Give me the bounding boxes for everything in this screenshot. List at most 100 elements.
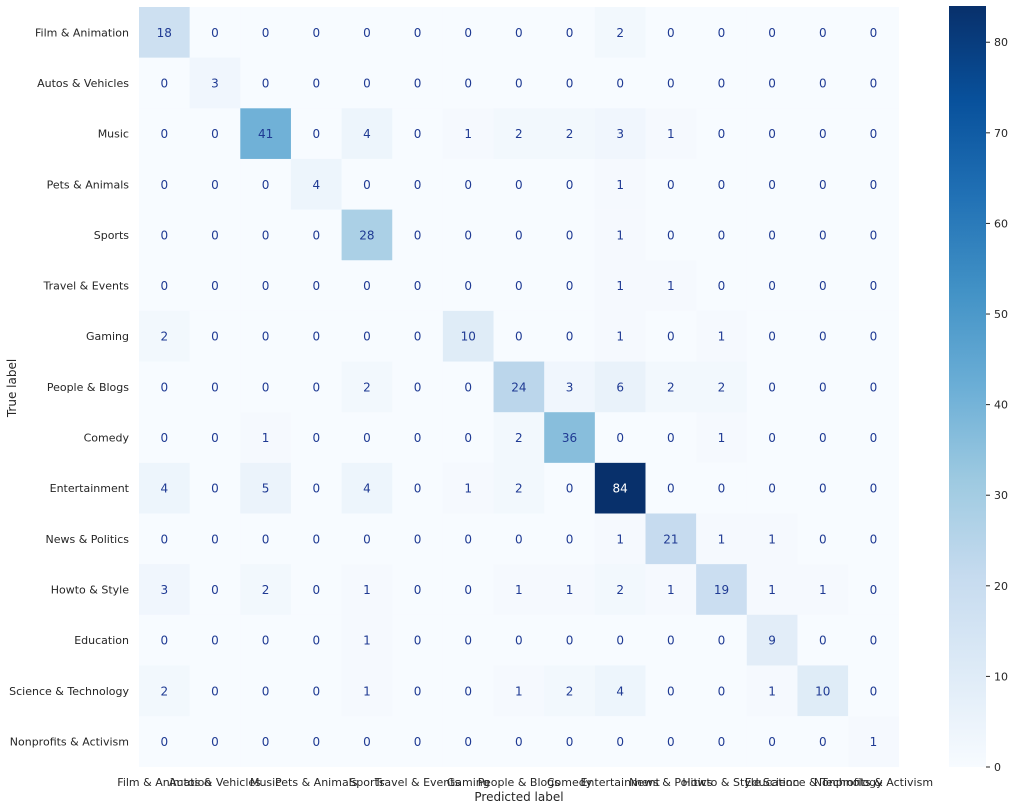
cell-value-label: 0 bbox=[718, 76, 726, 90]
heatmap-cell bbox=[746, 513, 798, 565]
cell-value-label: 0 bbox=[768, 127, 776, 141]
heatmap-cell bbox=[797, 260, 849, 312]
heatmap-cell bbox=[189, 716, 241, 768]
heatmap-cell bbox=[797, 108, 849, 160]
heatmap-cell bbox=[594, 665, 646, 717]
cell-value-label: 0 bbox=[515, 228, 523, 242]
heatmap-cell bbox=[442, 158, 494, 210]
colorbar-tick-labels: 0 10 20 30 40 50 60 70 80 bbox=[986, 36, 1008, 774]
cell-value-label: 19 bbox=[714, 583, 729, 597]
x-tick-label: News & Politics bbox=[629, 776, 713, 789]
cell-value-label: 0 bbox=[211, 279, 219, 293]
heatmap-cell bbox=[493, 716, 545, 768]
cell-value-label: 0 bbox=[819, 279, 827, 293]
y-tick-labels: Film & Animation Autos & Vehicles Music Pet… bbox=[9, 26, 130, 748]
cell-value-label: 0 bbox=[667, 26, 675, 40]
cell-value-label: 0 bbox=[667, 330, 675, 344]
cell-value-label: 0 bbox=[870, 634, 878, 648]
cell-value-label: 0 bbox=[768, 178, 776, 192]
cell-value-label: 0 bbox=[667, 735, 675, 749]
cell-value-label: 1 bbox=[718, 330, 726, 344]
heatmap-cell bbox=[746, 310, 798, 362]
heatmap-cell bbox=[189, 260, 241, 312]
cell-value-label: 0 bbox=[414, 482, 422, 496]
cell-value-label: 0 bbox=[566, 330, 574, 344]
cell-value-label: 0 bbox=[363, 279, 371, 293]
cell-value-label: 0 bbox=[667, 178, 675, 192]
x-tick-label: Travel & Events bbox=[374, 776, 461, 789]
cell-value-label: 0 bbox=[616, 76, 624, 90]
heatmap-cell bbox=[189, 665, 241, 717]
heatmap-cell bbox=[645, 310, 697, 362]
cell-value-label: 0 bbox=[819, 330, 827, 344]
cell-value-label: 0 bbox=[464, 583, 472, 597]
cell-value-label: 1 bbox=[667, 279, 675, 293]
cell-value-label: 0 bbox=[312, 330, 320, 344]
cell-value-label: 0 bbox=[819, 431, 827, 445]
heatmap-cell bbox=[696, 209, 748, 261]
y-tick-label: News & Politics bbox=[45, 533, 129, 546]
heatmap-cell bbox=[746, 614, 798, 666]
heatmap-cell bbox=[746, 209, 798, 261]
heatmap-cell bbox=[139, 158, 190, 210]
x-tick-label: Howto & Style bbox=[682, 776, 760, 789]
heatmap-cell bbox=[290, 260, 342, 312]
heatmap-cell bbox=[442, 310, 494, 362]
heatmap-cell bbox=[240, 310, 292, 362]
heatmap-cell bbox=[240, 412, 292, 464]
x-tick-label: Autos & Vehicles bbox=[169, 776, 261, 789]
cell-value-label: 0 bbox=[566, 26, 574, 40]
heatmap-cell bbox=[544, 665, 596, 717]
cell-value-label: 10 bbox=[461, 330, 476, 344]
heatmap-cell bbox=[392, 716, 444, 768]
cell-value-label: 0 bbox=[870, 431, 878, 445]
cell-value-label: 0 bbox=[819, 532, 827, 546]
heatmap-cell bbox=[645, 665, 697, 717]
x-tick-label: Comedy bbox=[547, 776, 593, 789]
heatmap-cell bbox=[848, 260, 900, 312]
heatmap-cell bbox=[139, 57, 190, 109]
heatmap-cell bbox=[544, 57, 596, 109]
colorbar bbox=[949, 6, 986, 767]
cell-value-label: 0 bbox=[566, 735, 574, 749]
heatmap-cell bbox=[544, 260, 596, 312]
cell-value-label: 0 bbox=[414, 735, 422, 749]
heatmap-cell bbox=[139, 665, 190, 717]
cell-value-label: 10 bbox=[815, 684, 830, 698]
cell-value-label: 1 bbox=[515, 684, 523, 698]
heatmap-cell bbox=[746, 7, 798, 58]
heatmap-cell bbox=[696, 716, 748, 768]
heatmap-cell bbox=[848, 564, 900, 616]
cell-value-label: 2 bbox=[718, 380, 726, 394]
cell-value-label: 0 bbox=[718, 684, 726, 698]
cell-value-label: 0 bbox=[515, 279, 523, 293]
heatmap-cell bbox=[493, 7, 545, 58]
cell-value-label: 2 bbox=[160, 684, 168, 698]
x-tick-label: Music bbox=[250, 776, 281, 789]
x-tick-label: Sports bbox=[349, 776, 385, 789]
x-tick-label: Film & Animation bbox=[117, 776, 211, 789]
cell-value-label: 0 bbox=[768, 735, 776, 749]
heatmap-cell bbox=[544, 614, 596, 666]
cell-value-label: 0 bbox=[211, 228, 219, 242]
heatmap-cell bbox=[392, 614, 444, 666]
cell-value-label: 0 bbox=[667, 634, 675, 648]
heatmap-cell bbox=[189, 108, 241, 160]
heatmap-cell bbox=[392, 57, 444, 109]
x-tick-label: Education bbox=[745, 776, 800, 789]
heatmap-cell bbox=[442, 260, 494, 312]
heatmap-cell bbox=[493, 57, 545, 109]
heatmap-cell bbox=[594, 310, 646, 362]
cell-value-label: 84 bbox=[613, 482, 628, 496]
heatmap-cell bbox=[442, 614, 494, 666]
heatmap-cell bbox=[645, 7, 697, 58]
cell-value-label: 4 bbox=[616, 684, 624, 698]
cell-value-label: 36 bbox=[562, 431, 577, 445]
cell-value-label: 0 bbox=[211, 634, 219, 648]
heatmap-cell bbox=[797, 614, 849, 666]
heatmap-cell bbox=[544, 564, 596, 616]
cell-value-label: 0 bbox=[718, 178, 726, 192]
heatmap-cell bbox=[848, 412, 900, 464]
heatmap-cell bbox=[341, 209, 393, 261]
cell-value-label: 0 bbox=[464, 228, 472, 242]
